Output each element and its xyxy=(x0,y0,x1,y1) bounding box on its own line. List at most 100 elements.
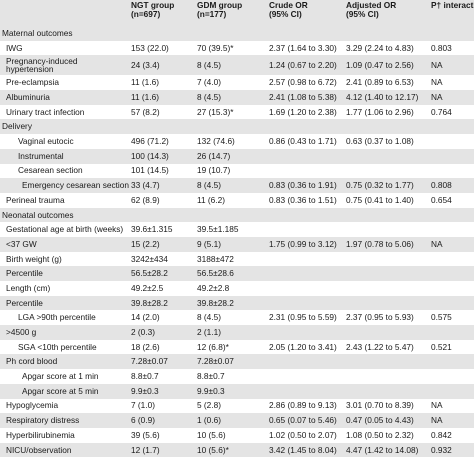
p-interaction: 0.842 xyxy=(431,429,452,440)
ngt-value: 14 (2.0) xyxy=(131,312,160,323)
gdm-value: 49.2±2.8 xyxy=(197,282,230,293)
ngt-value: 101 (14.5) xyxy=(131,165,169,176)
table-row: Vaginal eutocic 496 (71.2) 132 (74.6) 0.86 … xyxy=(0,134,474,149)
table-row: Hypoglycemia 7 (1.0) 5 (2.8) 2.86 (0.89 to … xyxy=(0,399,474,414)
adjusted-or: 1.09 (0.47 to 2.56) xyxy=(344,55,429,76)
ngt-value: 11 (1.6) xyxy=(131,77,159,88)
row-label: IWG xyxy=(6,42,23,53)
adjusted-or xyxy=(344,164,429,179)
row-label: SGA <10th percentile xyxy=(18,341,97,352)
section-row: Neonatal outcomes xyxy=(0,207,474,223)
p-interaction: 0.764 xyxy=(431,106,452,117)
ngt-value: 57 (8.2) xyxy=(131,106,160,117)
row-label: Urinary tract infection xyxy=(6,106,85,117)
crude-or: 0.83 (0.36 to 1.91) xyxy=(267,178,344,193)
p-interaction xyxy=(429,164,474,179)
adjusted-or xyxy=(344,354,429,370)
row-label: Albuminuria xyxy=(0,90,129,105)
ngt-value: 18 (2.6) xyxy=(131,341,160,352)
crude-or xyxy=(267,222,344,237)
p-interaction: NA xyxy=(429,413,474,428)
crude-or: 2.37 (1.64 to 3.30) xyxy=(269,42,337,53)
adjusted-or: 2.41 (0.89 to 6.53) xyxy=(346,77,414,88)
gdm-value: 27 (15.3)* xyxy=(197,106,234,117)
row-label: Pre-eclampsia xyxy=(6,77,60,88)
crude-or xyxy=(267,281,344,296)
table-row: Hyperbilirubinemia 39 (5.6) 10 (5.6) 1.02 (… xyxy=(0,428,474,443)
header-text-line: (95% CI) xyxy=(269,8,302,19)
crude-or: 1.24 (0.67 to 2.20) xyxy=(267,55,344,76)
section-label: Neonatal outcomes xyxy=(0,207,474,223)
ngt-value: 15 (2.2) xyxy=(129,236,195,252)
ngt-value: 2 (0.3) xyxy=(129,325,195,340)
p-interaction xyxy=(429,354,474,370)
gdm-value: 132 (74.6) xyxy=(197,136,235,147)
crude-or xyxy=(267,266,344,281)
crude-or xyxy=(267,325,344,340)
row-label: Apgar score at 1 min xyxy=(22,371,99,382)
p-interaction: 0.654 xyxy=(431,194,452,205)
header-text-line: (n=697) xyxy=(131,8,161,19)
gdm-value: 39.5±1.185 xyxy=(197,224,239,235)
header-text-line: P† interaction xyxy=(431,0,474,10)
row-label: Length (cm) xyxy=(6,282,51,293)
section-row: Maternal outcomes xyxy=(0,26,474,41)
row-label: Hypoglycemia xyxy=(6,400,59,411)
crude-or xyxy=(267,164,344,179)
ngt-value: 11 (1.6) xyxy=(129,90,195,105)
p-interaction xyxy=(429,369,474,384)
ngt-value: 6 (0.9) xyxy=(129,413,195,428)
p-interaction: NA xyxy=(429,90,474,105)
table-row: Ph cord blood 7.28±0.07 7.28±0.07 xyxy=(0,354,474,370)
gdm-value: 2 (1.1) xyxy=(195,325,267,340)
crude-or: 0.86 (0.43 to 1.71) xyxy=(269,136,337,147)
header-text-line: (n=177) xyxy=(197,8,227,19)
gdm-value: 10 (5.6)* xyxy=(195,442,267,457)
gdm-value: 8 (4.5) xyxy=(195,178,267,193)
header-cell-crude: Crude OR (95% CI) xyxy=(267,0,344,26)
table-row: Pregnancy-induced hypertension 24 (3.4) 8 … xyxy=(0,55,474,76)
adjusted-or: 0.75 (0.32 to 1.77) xyxy=(344,178,429,193)
p-interaction: 0.521 xyxy=(431,341,452,352)
row-label: Pregnancy-induced hypertension xyxy=(0,55,129,76)
gdm-value: 9.9±0.3 xyxy=(195,383,267,399)
gdm-value: 3188±472 xyxy=(197,253,234,264)
p-interaction xyxy=(429,134,474,149)
table-row: Albuminuria 11 (1.6) 8 (4.5) 2.41 (1.08 to … xyxy=(0,90,474,105)
table-row: Perineal trauma 62 (8.9) 11 (6.2) 0.83 (0.3… xyxy=(0,193,474,208)
table-row: Respiratory distress 6 (0.9) 1 (0.6) 0.65 (… xyxy=(0,413,474,428)
header-text-line: Adjusted OR xyxy=(346,0,397,10)
adjusted-or xyxy=(344,369,429,384)
ngt-value: 12 (1.7) xyxy=(129,442,195,457)
gdm-value: 5 (2.8) xyxy=(197,400,221,411)
ngt-value: 39 (5.6) xyxy=(131,429,160,440)
header-cell-gdm: GDM group (n=177) xyxy=(195,0,267,26)
table-row: SGA <10th percentile 18 (2.6) 12 (6.8)* 2.0… xyxy=(0,340,474,355)
row-label: Cesarean section xyxy=(18,165,83,176)
p-interaction: 0.932 xyxy=(429,442,474,457)
crude-or xyxy=(267,383,344,399)
header-cell-p-interaction: P† interaction xyxy=(429,0,474,26)
ngt-value: 496 (71.2) xyxy=(131,136,169,147)
header-cell-label xyxy=(0,0,129,26)
crude-or: 0.83 (0.36 to 1.51) xyxy=(269,194,337,205)
crude-or xyxy=(267,354,344,370)
row-label: Apgar score at 5 min xyxy=(0,383,129,399)
row-label: Respiratory distress xyxy=(0,413,129,428)
ngt-value: 9.9±0.3 xyxy=(129,383,195,399)
ngt-value: 7.28±0.07 xyxy=(129,354,195,370)
crude-or: 1.75 (0.99 to 3.12) xyxy=(267,236,344,252)
ngt-value: 39.6±1.315 xyxy=(131,224,173,235)
table-row: <37 GW 15 (2.2) 9 (5.1) 1.75 (0.99 to 3.12)… xyxy=(0,236,474,252)
crude-or: 2.05 (1.20 to 3.41) xyxy=(269,341,337,352)
ngt-value: 7 (1.0) xyxy=(131,400,155,411)
ngt-value: 33 (4.7) xyxy=(129,178,195,193)
adjusted-or: 4.12 (1.40 to 12.17) xyxy=(344,90,429,105)
p-interaction xyxy=(429,325,474,340)
ngt-value: 39.8±28.2 xyxy=(129,295,195,311)
section-label: Delivery xyxy=(0,119,474,135)
table-row: Pre-eclampsia 11 (1.6) 7 (4.0) 2.57 (0.98 t… xyxy=(0,75,474,90)
p-interaction: 0.803 xyxy=(431,42,452,53)
gdm-value: 8 (4.5) xyxy=(195,90,267,105)
